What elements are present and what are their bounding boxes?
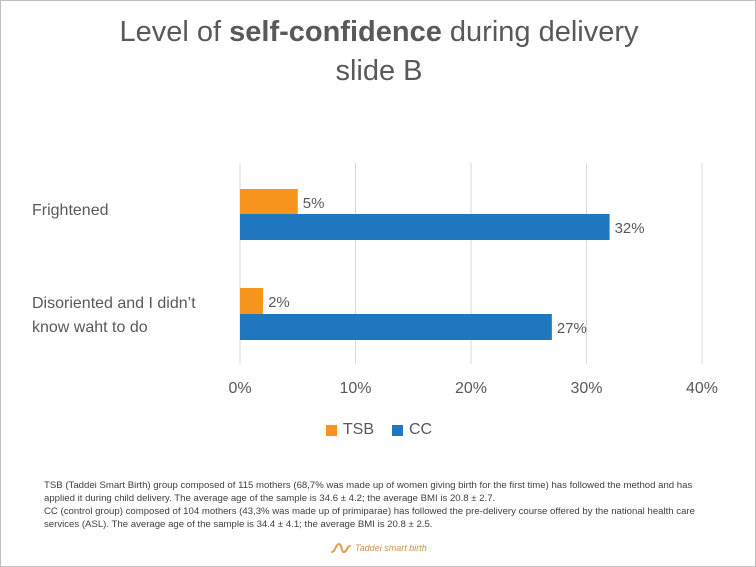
bar-tsb: [240, 189, 298, 215]
logo: Taddei smart birth: [331, 541, 427, 555]
footnote-tsb: TSB (Taddei Smart Birth) group composed …: [44, 480, 693, 504]
legend-item-cc: CC: [392, 421, 432, 439]
footnote: TSB (Taddei Smart Birth) group composed …: [44, 479, 724, 531]
data-label: 27%: [557, 320, 587, 337]
legend-item-tsb: TSB: [325, 421, 374, 439]
legend-label-tsb: TSB: [342, 421, 374, 438]
category-label-line: Frightened: [32, 202, 109, 219]
data-label: 5%: [303, 195, 325, 212]
bar-tsb: [240, 288, 264, 314]
x-tick-label: 20%: [455, 380, 487, 397]
x-tick-label: 0%: [228, 380, 251, 397]
logo-mark-icon: [331, 542, 351, 554]
legend-swatch-cc: [392, 424, 403, 436]
category-label-disoriented: Disoriented and I didn’t know waht to do: [32, 292, 196, 340]
legend: TSB CC: [1, 421, 755, 439]
title-suffix: during delivery: [441, 16, 639, 48]
data-label: 2%: [268, 294, 290, 311]
x-tick-label: 30%: [570, 380, 602, 397]
title-line2: slide B: [335, 55, 423, 87]
logo-text: Taddei smart birth: [355, 543, 427, 553]
category-label-line: Disoriented and I didn’t: [32, 295, 196, 312]
bar-cc: [240, 214, 610, 240]
title-bold: self-confidence: [229, 16, 442, 48]
footnote-cc: CC (control group) composed of 104 mothe…: [44, 506, 695, 530]
legend-swatch-tsb: [325, 424, 337, 436]
data-label: 32%: [615, 220, 645, 237]
title-prefix: Level of: [119, 16, 230, 48]
x-tick-label: 40%: [686, 380, 718, 397]
legend-label-cc: CC: [409, 421, 433, 438]
category-label-frightened: Frightened: [32, 199, 109, 223]
bar-chart: 0% 10% 20% 30% 40% 5% 32% 2% 27%: [228, 163, 718, 397]
x-tick-label: 10%: [339, 380, 371, 397]
category-label-line: know waht to do: [32, 319, 148, 336]
bar-cc: [240, 314, 552, 340]
chart-title: Level of self-confidence during delivery…: [1, 13, 755, 91]
